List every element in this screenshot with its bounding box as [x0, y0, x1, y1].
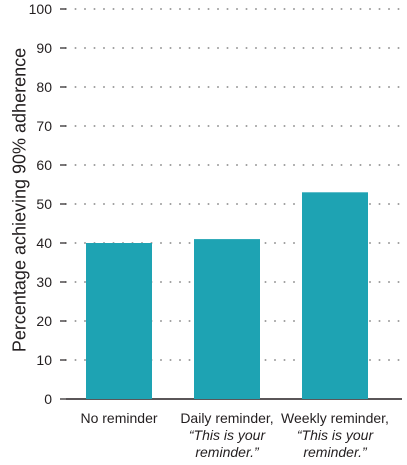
y-tick-label: 0 — [44, 391, 52, 407]
x-tick-label-quote-line: “This is your — [189, 427, 267, 443]
bar — [302, 192, 368, 399]
y-tick-label: 100 — [29, 1, 53, 17]
x-tick-label: Daily reminder, “This is your reminder.” — [180, 410, 273, 460]
x-tick-label-quote-line: “This is your — [297, 427, 375, 443]
y-tick-label: 40 — [36, 235, 52, 251]
x-tick-label-quote-line: reminder.” — [303, 444, 368, 460]
x-tick-label-line: Daily reminder, — [180, 410, 273, 426]
y-tick-label: 70 — [36, 118, 52, 134]
x-tick-label-line: Weekly reminder, — [281, 410, 389, 426]
y-tick-label: 80 — [36, 79, 52, 95]
bar — [194, 239, 260, 399]
x-tick-label-line: No reminder — [80, 410, 157, 426]
bar — [86, 243, 152, 399]
y-tick-label: 50 — [36, 196, 52, 212]
y-tick-label: 20 — [36, 313, 52, 329]
x-tick-label: Weekly reminder, “This is your reminder.” — [281, 410, 389, 460]
x-tick-label: No reminder — [80, 410, 157, 426]
y-tick-label: 60 — [36, 157, 52, 173]
y-tick-label: 10 — [36, 352, 52, 368]
y-tick-label: 30 — [36, 274, 52, 290]
x-tick-label-quote-line: reminder.” — [195, 444, 260, 460]
y-tick-label: 90 — [36, 40, 52, 56]
